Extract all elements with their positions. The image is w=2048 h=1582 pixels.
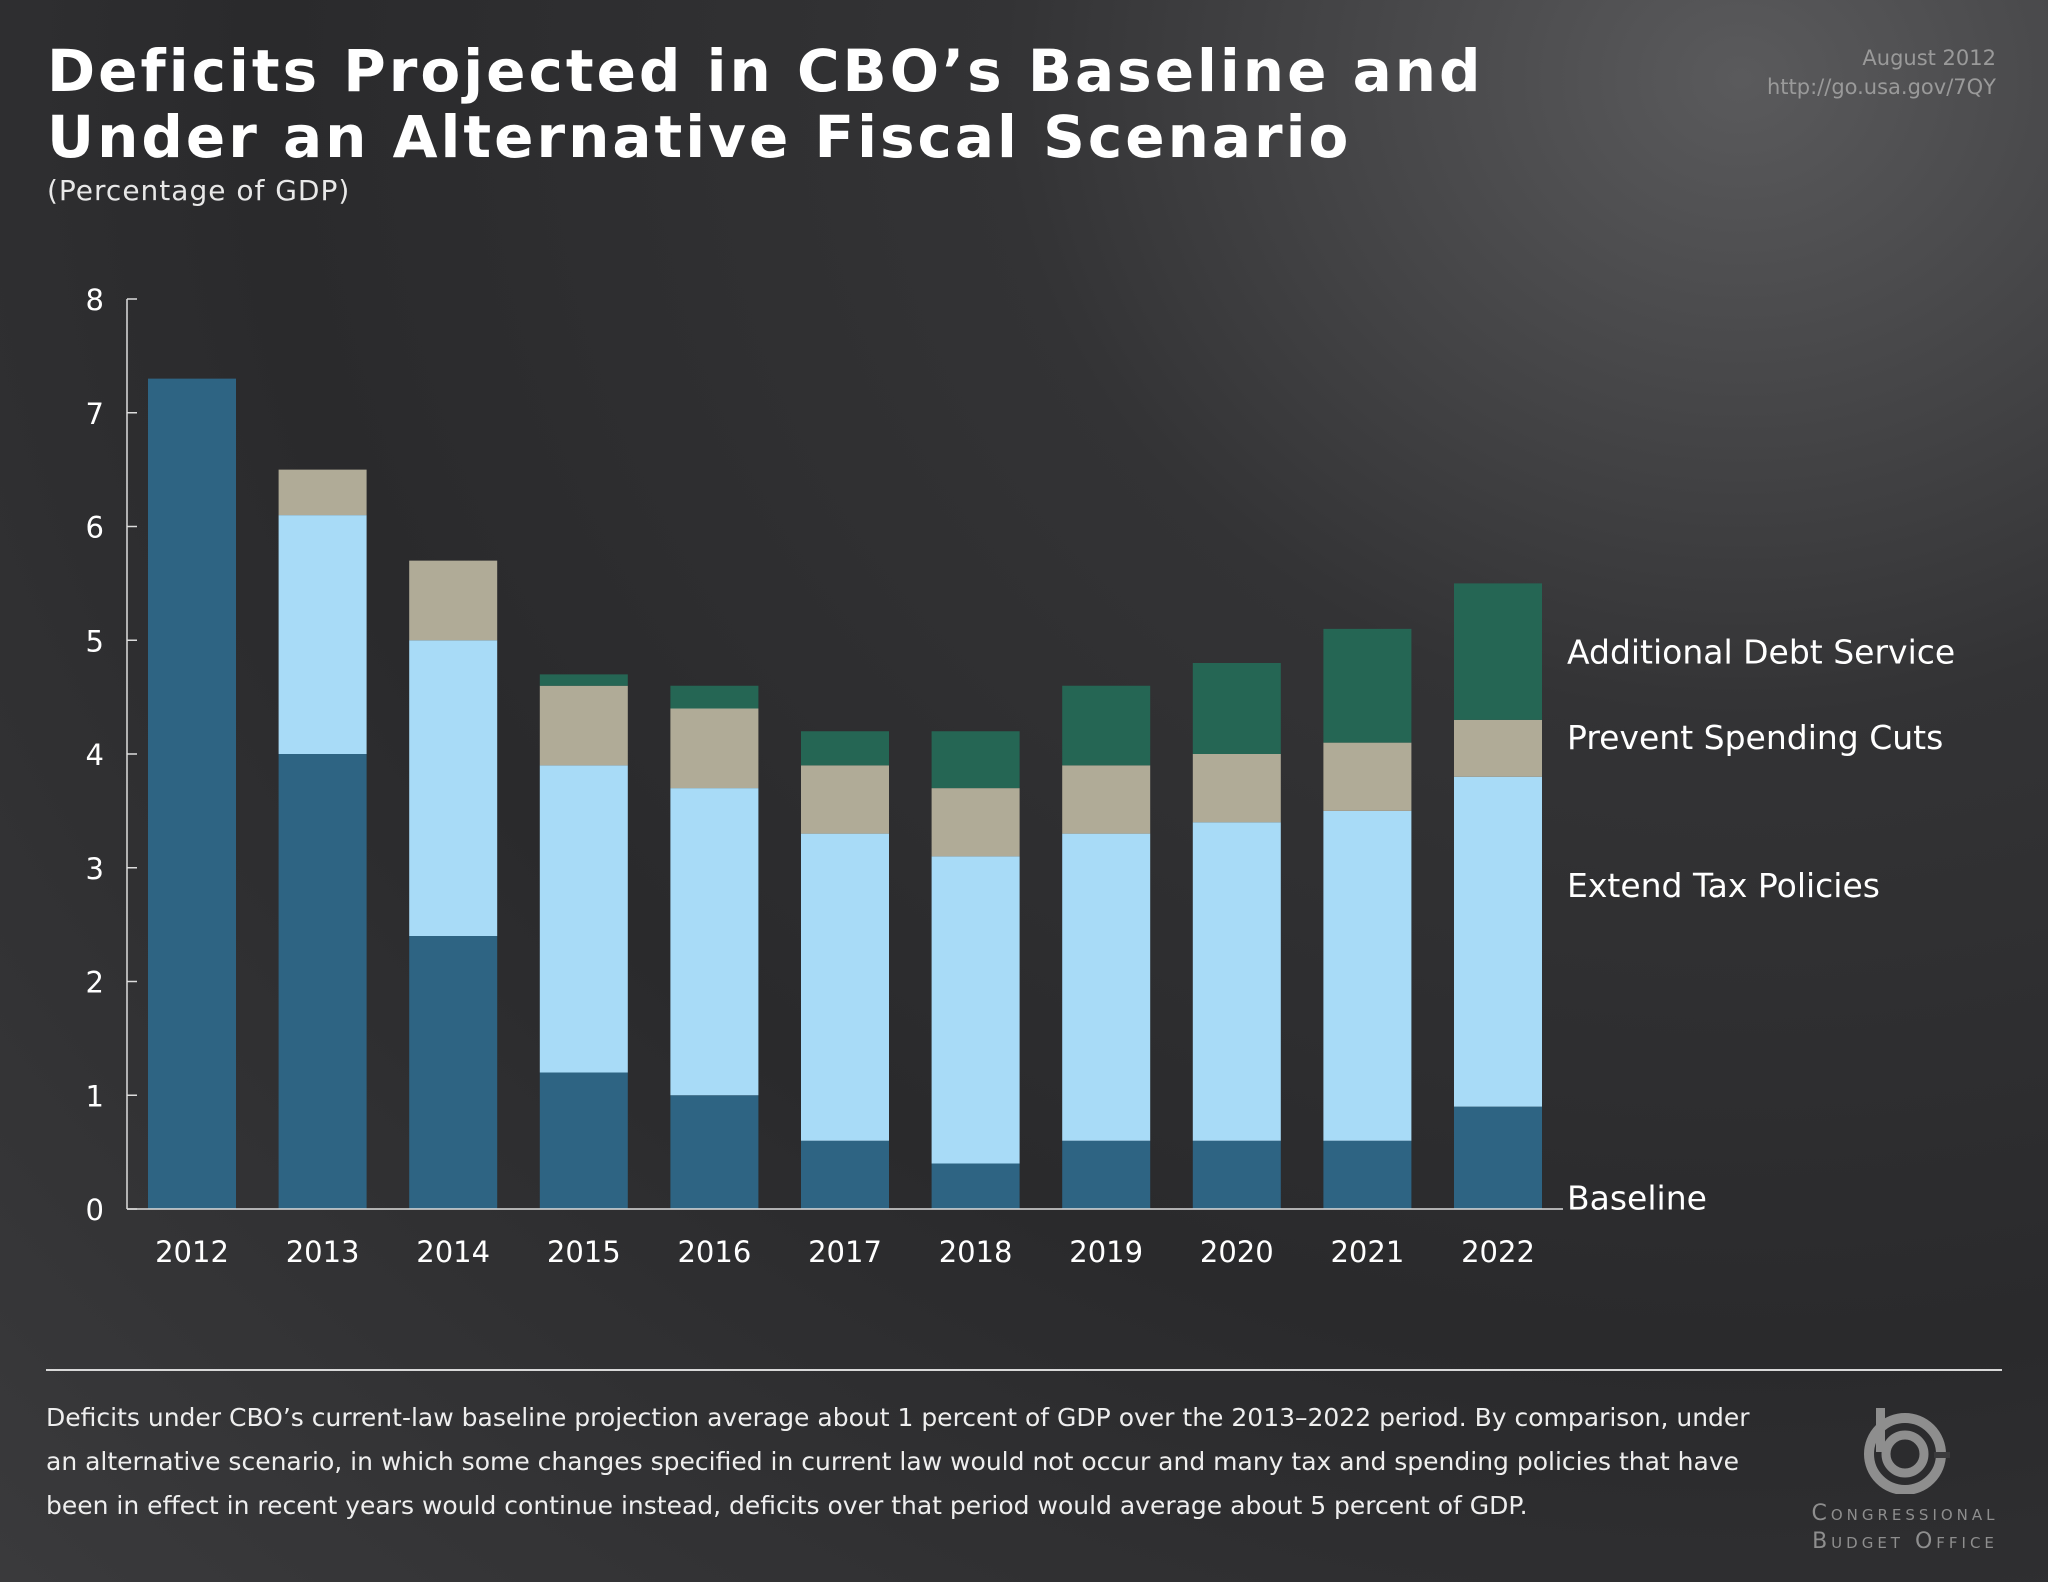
bar-segment-extend-tax-policies-2021 [1323, 810, 1412, 1141]
bar-segment-baseline-2012 [148, 378, 236, 1209]
x-tick-label: 2018 [939, 1235, 1013, 1269]
y-tick-label: 3 [86, 852, 104, 886]
bar-segment-prevent-spending-cuts-2016 [670, 708, 759, 789]
bar-segment-prevent-spending-cuts-2018 [931, 788, 1020, 857]
y-tick-label: 8 [86, 283, 104, 317]
bar-segment-baseline-2014 [409, 936, 498, 1209]
bars [148, 378, 1542, 1209]
y-tick-label: 4 [86, 738, 104, 772]
x-tick-label: 2016 [677, 1235, 751, 1269]
bar-segment-extend-tax-policies-2014 [409, 640, 498, 936]
bar-segment-prevent-spending-cuts-2015 [539, 685, 628, 766]
bar-segment-prevent-spending-cuts-2021 [1323, 742, 1412, 811]
bar-segment-additional-debt-service-2022 [1454, 583, 1542, 720]
bar-segment-prevent-spending-cuts-2017 [801, 765, 889, 834]
bar-segment-extend-tax-policies-2018 [931, 856, 1020, 1164]
x-tick-label: 2017 [808, 1235, 882, 1269]
cbo-logo: Congressional Budget Office [1800, 1404, 2010, 1556]
chart-subtitle: (Percentage of GDP) [47, 174, 351, 207]
x-tick-label: 2013 [286, 1235, 360, 1269]
bar-segment-additional-debt-service-2021 [1323, 628, 1412, 743]
series-label: Additional Debt Service [1567, 633, 1955, 672]
bar-segment-extend-tax-policies-2013 [278, 515, 367, 754]
bar-segment-extend-tax-policies-2016 [670, 788, 759, 1096]
bar-segment-additional-debt-service-2017 [801, 731, 889, 766]
x-tick-label: 2014 [416, 1235, 490, 1269]
x-tick-label: 2012 [155, 1235, 229, 1269]
x-tick-label: 2015 [547, 1235, 621, 1269]
y-tick-label: 5 [86, 624, 104, 658]
bar-segment-extend-tax-policies-2020 [1192, 822, 1281, 1141]
bar-segment-additional-debt-service-2020 [1192, 663, 1281, 754]
x-tick-label: 2022 [1461, 1235, 1535, 1269]
axes: 2012 2013 2014 2015 2016 2017 2018 2019 2020 2021… [86, 283, 1563, 1269]
bar-segment-extend-tax-policies-2022 [1454, 776, 1542, 1107]
series-label: Prevent Spending Cuts [1567, 718, 1943, 757]
logo-line-2: Budget Office [1812, 1529, 1998, 1554]
bar-segment-prevent-spending-cuts-2020 [1192, 754, 1281, 823]
x-tick-label: 2021 [1330, 1235, 1404, 1269]
cbo-logo-icon [1864, 1408, 1950, 1494]
bar-segment-baseline-2022 [1454, 1106, 1542, 1209]
series-label: Extend Tax Policies [1567, 866, 1880, 905]
source-url[interactable]: http://go.usa.gov/7QY [1766, 75, 1996, 99]
x-tick-label: 2019 [1069, 1235, 1143, 1269]
bar-segment-baseline-2013 [278, 754, 367, 1209]
bar-segment-baseline-2018 [931, 1163, 1020, 1209]
bar-segment-extend-tax-policies-2015 [539, 765, 628, 1073]
logo-line-1: Congressional [1811, 1501, 1999, 1526]
title-line-1: Deficits Projected in CBO’s Baseline and [47, 37, 1484, 105]
footnote: Deficits under CBO’s current-law baselin… [46, 1403, 1750, 1520]
bar-segment-prevent-spending-cuts-2019 [1062, 765, 1151, 834]
bar-segment-baseline-2020 [1192, 1140, 1281, 1209]
bar-segment-extend-tax-policies-2017 [801, 833, 889, 1141]
chart-title: Deficits Projected in CBO’s Baseline and… [47, 38, 1484, 170]
bar-segment-baseline-2021 [1323, 1140, 1412, 1209]
title-line-2: Under an Alternative Fiscal Scenario [47, 103, 1352, 171]
x-tick-label: 2020 [1200, 1235, 1274, 1269]
y-tick-label: 1 [86, 1079, 104, 1113]
y-tick-label: 2 [86, 966, 104, 1000]
publication-meta: August 2012 http://go.usa.gov/7QY [1767, 44, 1996, 102]
bar-segment-additional-debt-service-2018 [931, 731, 1020, 789]
bar-segment-prevent-spending-cuts-2022 [1454, 719, 1542, 777]
divider [46, 1369, 2002, 1371]
bar-segment-extend-tax-policies-2019 [1062, 833, 1151, 1141]
series-labels: Baseline Extend Tax Policies Prevent Spend… [1567, 633, 1955, 1218]
bar-segment-prevent-spending-cuts-2014 [409, 560, 498, 641]
bar-segment-additional-debt-service-2016 [670, 685, 759, 709]
bar-segment-baseline-2017 [801, 1140, 889, 1209]
bar-segment-prevent-spending-cuts-2013 [278, 469, 367, 516]
y-tick-label: 6 [86, 511, 104, 545]
bar-segment-baseline-2015 [539, 1072, 628, 1209]
bar-segment-baseline-2019 [1062, 1140, 1151, 1209]
bar-segment-additional-debt-service-2019 [1062, 685, 1151, 766]
y-tick-label: 7 [86, 397, 104, 431]
bar-segment-baseline-2016 [670, 1095, 759, 1209]
series-label: Baseline [1567, 1179, 1707, 1218]
bar-segment-additional-debt-service-2015 [539, 674, 628, 686]
publication-date: August 2012 [1862, 46, 1996, 70]
y-tick-label: 0 [86, 1193, 104, 1227]
